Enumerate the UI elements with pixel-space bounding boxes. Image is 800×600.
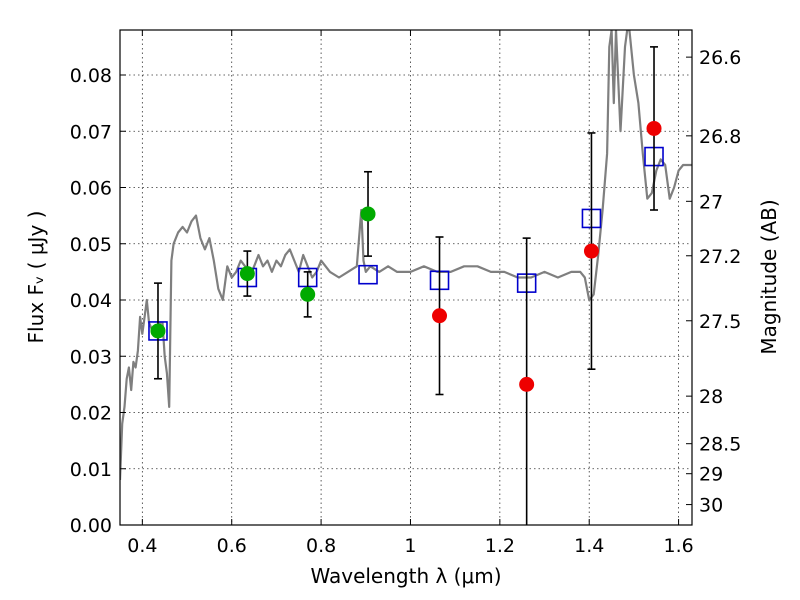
y-tick-label: 0.02 — [70, 403, 112, 425]
observed-flux-point — [360, 206, 376, 222]
y-tick-label: 0.00 — [70, 515, 112, 537]
y-tick-label: 0.08 — [70, 65, 112, 87]
x-axis-title: Wavelength λ (μm) — [310, 564, 501, 588]
observed-flux-point — [239, 266, 255, 282]
x-tick-label: 0.4 — [127, 535, 157, 557]
y2-tick-label: 27.5 — [699, 311, 741, 333]
observed-flux-point — [646, 120, 662, 136]
y2-tick-label: 27 — [699, 191, 723, 213]
y2-tick-label: 27.2 — [699, 246, 741, 268]
observed-flux-point — [150, 323, 166, 339]
y-tick-label: 0.05 — [70, 234, 112, 256]
y-tick-label: 0.03 — [70, 346, 112, 368]
data-points-layer — [148, 46, 664, 525]
y-axis-title: Flux Fᵥ ( μJy ) — [24, 211, 48, 344]
y2-tick-label: 26.8 — [699, 126, 741, 148]
y2-tick-label: 26.6 — [699, 47, 741, 69]
observed-flux-point — [519, 376, 535, 392]
x-tick-label: 0.6 — [217, 535, 247, 557]
x-tick-label: 1.6 — [663, 535, 693, 557]
y-tick-label: 0.01 — [70, 459, 112, 481]
ticks: 0.4 0.6 0.8 1 1.2 1.4 1.6 0.00 0.01 0.02 0.03 0.04 0… — [70, 30, 741, 557]
observed-flux-point — [300, 286, 316, 302]
observed-flux-point — [432, 308, 448, 324]
x-tick-label: 1.4 — [574, 535, 604, 557]
model-photometry-square — [358, 264, 378, 285]
x-tick-label: 1.2 — [485, 535, 515, 557]
y2-tick-label: 29 — [699, 464, 723, 486]
observed-flux-point — [583, 243, 599, 259]
grid — [120, 30, 692, 526]
y-tick-label: 0.07 — [70, 121, 112, 143]
x-tick-label: 1 — [404, 535, 416, 557]
y2-tick-label: 28.5 — [699, 434, 741, 456]
y-tick-label: 0.04 — [70, 290, 112, 312]
plot-frame — [119, 29, 693, 526]
y2-tick-label: 30 — [699, 495, 723, 517]
x-tick-label: 0.8 — [306, 535, 336, 557]
y2-axis-title: Magnitude (AB) — [757, 199, 781, 354]
y-tick-label: 0.06 — [70, 178, 112, 200]
y2-tick-label: 28 — [699, 386, 723, 408]
